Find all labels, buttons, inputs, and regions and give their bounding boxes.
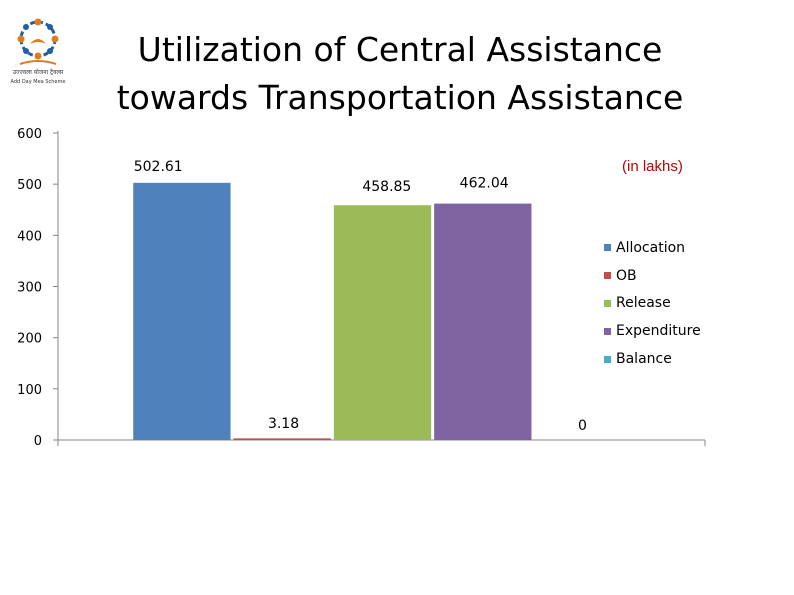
chart-title-line1: Utilization of Central Assistance xyxy=(137,30,663,69)
legend-item-allocation: Allocation xyxy=(604,234,701,262)
bar-allocation xyxy=(133,182,231,440)
data-label-balance: 0 xyxy=(578,418,587,434)
legend-swatch xyxy=(604,355,611,363)
logo-caption-english: Add Day Mea Scheme xyxy=(11,79,66,85)
legend-swatch xyxy=(604,272,611,280)
legend-label: Expenditure xyxy=(616,323,701,340)
logo-ring-icon xyxy=(17,18,59,60)
data-label-ob: 3.18 xyxy=(268,416,299,432)
legend-item-release: Release xyxy=(604,290,701,318)
y-tick-label: 200 xyxy=(17,332,42,347)
y-tick-label: 500 xyxy=(17,178,42,193)
legend-label: Allocation xyxy=(616,239,686,256)
legend-item-balance: Balance xyxy=(604,345,701,373)
chart-legend: Allocation OB Release Expenditure Balance xyxy=(604,234,701,373)
scheme-logo: उज्ज्वला योजना ट्रैवल्स Add Day Mea Sche… xyxy=(11,18,66,85)
y-tick-label: 0 xyxy=(34,434,42,449)
legend-label: Release xyxy=(616,295,671,312)
legend-swatch xyxy=(604,244,611,252)
chart-title: Utilization of Central Assistance toward… xyxy=(80,26,720,122)
y-tick-label: 300 xyxy=(17,281,42,296)
legend-label: Balance xyxy=(616,351,672,368)
data-label-allocation: 502.61 xyxy=(134,159,183,175)
data-label-release: 458.85 xyxy=(362,179,411,195)
y-tick-label: 100 xyxy=(17,383,42,398)
y-tick-label: 400 xyxy=(17,229,42,244)
legend-item-ob: OB xyxy=(604,262,701,290)
bar-ob xyxy=(233,438,331,440)
chart-title-line2: towards Transportation Assistance xyxy=(116,78,684,117)
bar-release xyxy=(333,205,432,440)
data-label-expenditure: 462.04 xyxy=(460,176,509,192)
legend-item-expenditure: Expenditure xyxy=(604,317,701,345)
legend-swatch xyxy=(604,299,611,307)
bar-expenditure xyxy=(434,203,532,440)
unit-note: (in lakhs) xyxy=(622,158,683,175)
legend-swatch xyxy=(604,327,611,335)
legend-label: OB xyxy=(616,267,637,284)
logo-caption-hindi: उज्ज्वला योजना ट्रैवल्स xyxy=(13,68,64,76)
y-tick-label: 600 xyxy=(17,127,42,142)
